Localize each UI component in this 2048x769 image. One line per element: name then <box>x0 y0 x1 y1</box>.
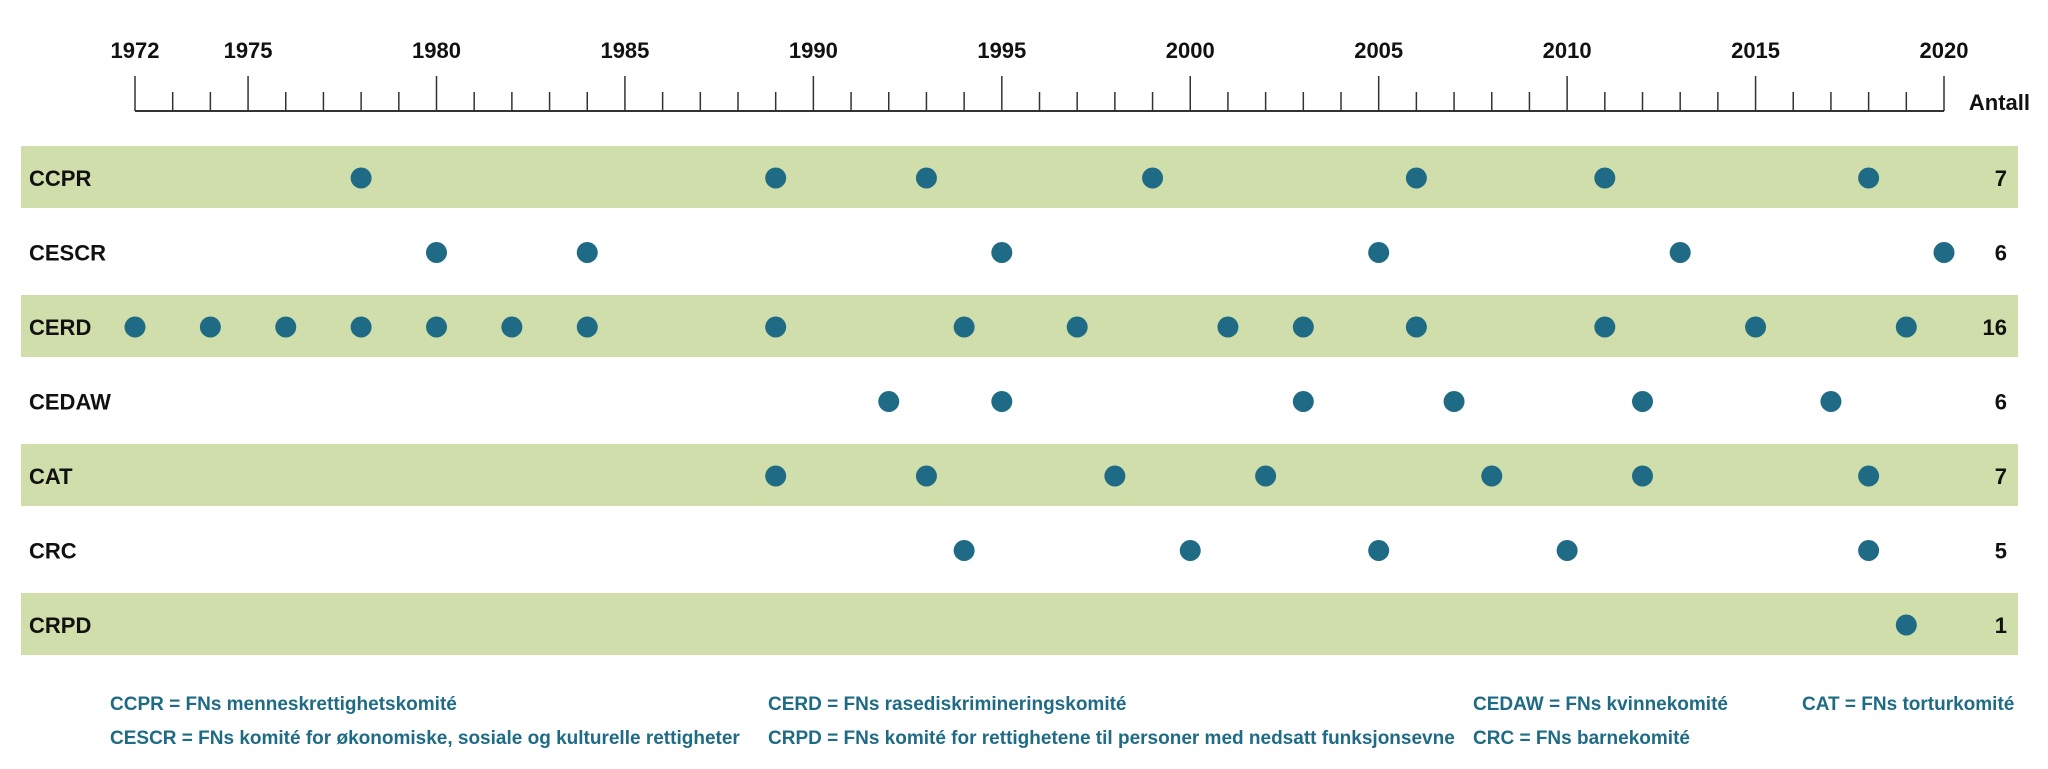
row-bands <box>21 146 2018 655</box>
data-point <box>1142 167 1164 189</box>
year-axis: 1972 1975 1980 1985 1990 1995 2000 2005 2010 2015… <box>111 38 2030 115</box>
count-value-cescr: 6 <box>1995 241 2007 266</box>
x-tick-label: 2010 <box>1543 38 1592 63</box>
data-point <box>124 316 146 338</box>
data-point <box>1368 540 1390 561</box>
legend-item-crc: CRC = FNs barnekomité <box>1473 728 1690 749</box>
data-point <box>953 316 975 338</box>
data-point <box>1292 316 1314 338</box>
data-point <box>1255 465 1277 487</box>
data-point <box>1292 391 1314 412</box>
row-labels: CCPR CESCR CERD CEDAW CAT CRC CRPD <box>29 166 111 638</box>
data-point <box>576 316 598 338</box>
data-point <box>1405 167 1427 189</box>
x-tick-label: 1975 <box>224 38 273 63</box>
row-label-cescr: CESCR <box>29 241 106 266</box>
data-point <box>1858 167 1880 189</box>
data-point <box>1745 316 1767 338</box>
data-point <box>1895 614 1917 636</box>
data-point <box>1443 391 1465 412</box>
row-label-crpd: CRPD <box>29 613 91 638</box>
legend-item-cescr: CESCR = FNs komité for økonomiske, sosia… <box>110 728 740 749</box>
data-point <box>765 167 787 189</box>
data-point <box>275 316 297 338</box>
legend: CCPR = FNs menneskrettighetskomité CESCR… <box>0 690 2048 769</box>
row-label-cedaw: CEDAW <box>29 390 111 415</box>
data-point <box>350 316 372 338</box>
data-point <box>1368 242 1390 263</box>
x-tick-label: 1995 <box>977 38 1026 63</box>
legend-item-cerd: CERD = FNs rasediskrimineringskomité <box>768 694 1127 715</box>
row-label-cat: CAT <box>29 464 73 489</box>
row-band <box>21 593 2018 655</box>
data-point <box>1632 465 1653 487</box>
legend-item-crpd: CRPD = FNs komité for rettighetene til p… <box>768 728 1455 749</box>
data-point <box>1217 316 1239 338</box>
data-point <box>501 316 523 338</box>
data-point <box>1179 540 1201 561</box>
data-point <box>1632 391 1653 412</box>
x-tick-label: 2000 <box>1166 38 1215 63</box>
data-point <box>1481 465 1503 487</box>
data-point <box>991 391 1013 412</box>
data-point <box>1858 540 1880 561</box>
data-point <box>576 242 598 263</box>
data-point <box>1820 391 1842 412</box>
data-point <box>350 167 372 189</box>
count-value-crc: 5 <box>1995 539 2007 564</box>
x-tick-label: 2015 <box>1731 38 1780 63</box>
timeline-chart: 1972 1975 1980 1985 1990 1995 2000 2005 2010 2015… <box>21 38 2030 655</box>
count-column: 7 6 16 6 7 5 1 <box>1983 166 2007 638</box>
legend-item-cat: CAT = FNs torturkomité <box>1802 694 2015 715</box>
data-point <box>1066 316 1088 338</box>
count-value-ccpr: 7 <box>1995 166 2007 191</box>
legend-item-cedaw: CEDAW = FNs kvinnekomité <box>1473 694 1728 715</box>
count-value-cat: 7 <box>1995 464 2007 489</box>
data-point <box>1594 316 1616 338</box>
data-point <box>1669 242 1691 263</box>
row-label-ccpr: CCPR <box>29 166 91 191</box>
row-band <box>21 146 2018 208</box>
data-point <box>1858 465 1880 487</box>
count-value-crpd: 1 <box>1995 613 2007 638</box>
data-point <box>915 465 937 487</box>
data-point <box>1556 540 1578 561</box>
data-point <box>1104 465 1126 487</box>
data-point <box>426 316 447 338</box>
row-label-crc: CRC <box>29 539 77 564</box>
count-value-cerd: 16 <box>1983 315 2007 340</box>
data-point <box>1895 316 1917 338</box>
x-tick-label: 2005 <box>1354 38 1403 63</box>
x-tick-label: 1985 <box>600 38 649 63</box>
data-point <box>765 316 787 338</box>
x-tick-label: 2020 <box>1920 38 1969 63</box>
data-point <box>953 540 975 561</box>
data-point <box>1405 316 1427 338</box>
data-point <box>199 316 221 338</box>
data-point <box>915 167 937 189</box>
data-point <box>878 391 900 412</box>
count-value-cedaw: 6 <box>1995 390 2007 415</box>
row-band <box>21 444 2018 506</box>
legend-item-ccpr: CCPR = FNs menneskrettighetskomité <box>110 694 457 715</box>
x-tick-label: 1972 <box>111 38 160 63</box>
row-band <box>21 295 2018 357</box>
data-points <box>124 167 1955 636</box>
x-tick-label: 1990 <box>789 38 838 63</box>
data-point <box>1933 242 1955 263</box>
data-point <box>991 242 1013 263</box>
data-point <box>765 465 787 487</box>
data-point <box>1594 167 1616 189</box>
data-point <box>426 242 447 263</box>
x-tick-label: 1980 <box>412 38 461 63</box>
row-label-cerd: CERD <box>29 315 91 340</box>
count-header: Antall <box>1969 90 2030 115</box>
